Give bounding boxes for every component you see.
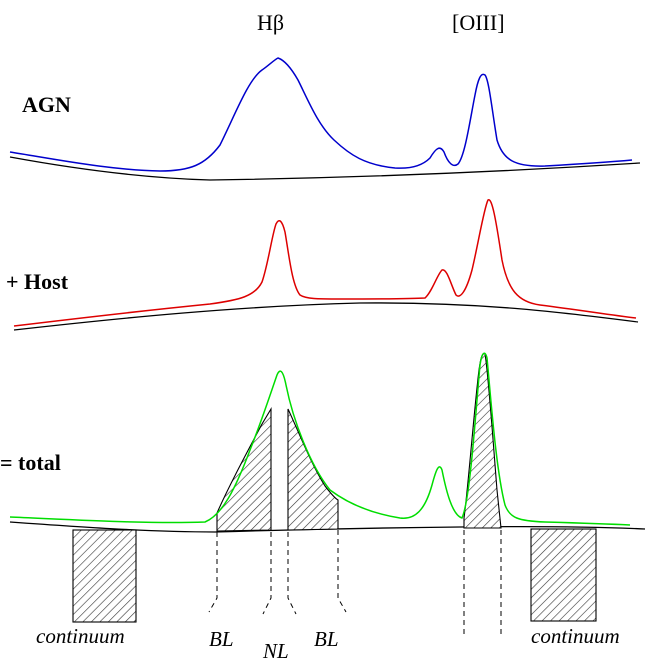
continuum-label-right: continuum bbox=[531, 624, 620, 648]
host-spectrum-curve bbox=[13, 199, 637, 327]
broad-line-window-left bbox=[216, 407, 272, 532]
agn-label: AGN bbox=[22, 92, 71, 117]
total-spectrum-curve bbox=[9, 352, 631, 526]
continuum-window-left bbox=[72, 529, 137, 623]
continuum-window-right bbox=[530, 528, 597, 622]
oiii-header: [OIII] bbox=[452, 10, 505, 35]
broad-line-window-right bbox=[287, 408, 339, 531]
agn-spectrum-curve bbox=[9, 57, 633, 172]
host-continuum-line bbox=[13, 302, 639, 331]
agn-continuum-line bbox=[9, 156, 641, 181]
total-label: = total bbox=[0, 450, 61, 475]
broad-line-label-left: BL bbox=[209, 627, 234, 651]
host-label: + Host bbox=[6, 269, 69, 294]
continuum-label-left: continuum bbox=[36, 624, 125, 648]
broad-line-label-right: BL bbox=[314, 627, 339, 651]
window-marker-lines bbox=[208, 530, 502, 634]
narrow-line-label: NL bbox=[262, 639, 289, 660]
hbeta-header: Hβ bbox=[257, 10, 284, 35]
